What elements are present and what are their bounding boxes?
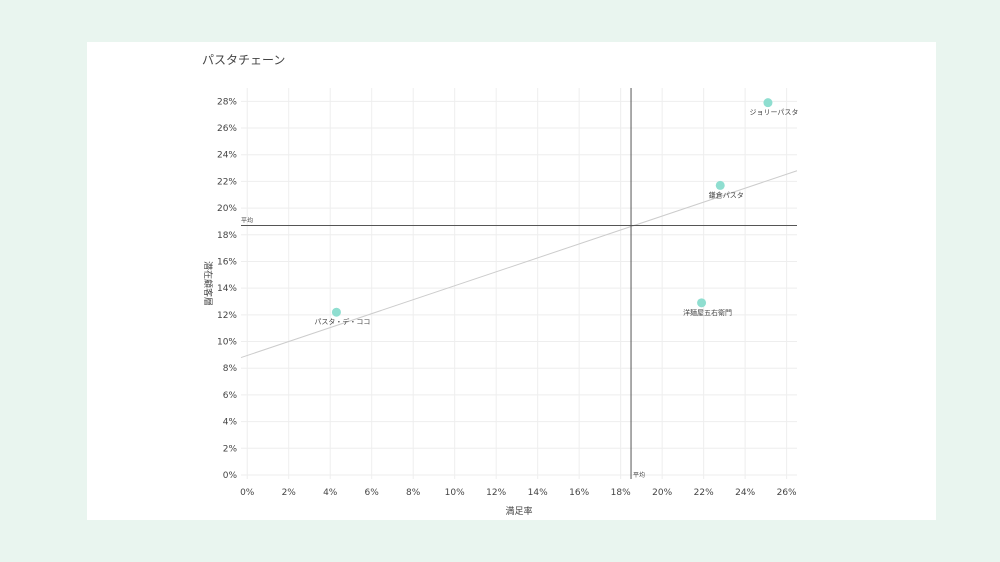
y-tick-label: 8%: [223, 364, 238, 374]
x-tick-label: 24%: [735, 488, 755, 498]
y-axis-label: 潜在顧客層: [202, 261, 214, 306]
average-horizontal-label: 平均: [241, 216, 253, 224]
y-tick-label: 4%: [223, 418, 238, 428]
y-tick-label: 6%: [223, 391, 238, 401]
data-point-label: パスタ・デ・ココ: [314, 317, 370, 326]
y-tick-labels: 0% 2% 4% 6% 8% 10% 12% 14% 16% 18% 20% 22% 24% 26% 28%: [217, 97, 237, 481]
x-tick-label: 20%: [652, 488, 672, 498]
x-tick-label: 12%: [486, 488, 506, 498]
y-tick-label: 16%: [217, 257, 237, 267]
y-tick-label: 12%: [217, 311, 237, 321]
y-tick-label: 18%: [217, 231, 237, 241]
x-axis-label: 満足率: [505, 505, 532, 517]
data-point: [763, 98, 773, 108]
scatter-plot: 0% 2% 4% 6% 8% 10% 12% 14% 16% 18% 20% 22% 24% 26% 0%…: [202, 88, 798, 517]
y-tick-label: 20%: [217, 204, 237, 214]
data-point: [697, 298, 707, 308]
y-tick-label: 10%: [217, 338, 237, 348]
y-tick-label: 26%: [217, 124, 237, 134]
trend-line: [240, 170, 798, 359]
x-tick-label: 18%: [611, 488, 631, 498]
y-tick-label: 14%: [217, 284, 237, 294]
y-tick-label: 2%: [223, 444, 238, 454]
x-tick-label: 2%: [282, 488, 297, 498]
y-tick-label: 28%: [217, 97, 237, 107]
x-tick-labels: 0% 2% 4% 6% 8% 10% 12% 14% 16% 18% 20% 22% 24% 26%: [240, 488, 797, 498]
chart-card: パスタチェーン 0% 2% 4% 6% 8% 10% 12% 14% 16% 18% 20% 22% 2…: [87, 42, 936, 520]
x-tick-label: 22%: [694, 488, 714, 498]
data-point-label: 鎌倉パスタ: [709, 190, 744, 199]
y-tick-label: 0%: [223, 471, 238, 481]
y-tick-label: 24%: [217, 151, 237, 161]
x-tick-label: 6%: [365, 488, 380, 498]
x-tick-label: 0%: [240, 488, 255, 498]
x-tick-label: 4%: [323, 488, 338, 498]
data-point: [331, 307, 341, 317]
average-vertical-label: 平均: [633, 471, 645, 479]
x-tick-label: 16%: [569, 488, 589, 498]
data-point-label: ジョリーパスタ: [749, 108, 798, 117]
data-point: [715, 180, 725, 190]
grid-lines: [241, 88, 797, 479]
y-tick-label: 22%: [217, 177, 237, 187]
x-tick-label: 10%: [445, 488, 465, 498]
x-tick-label: 8%: [406, 488, 421, 498]
x-tick-label: 14%: [528, 488, 548, 498]
x-tick-label: 26%: [777, 488, 797, 498]
chart-title: パスタチェーン: [202, 53, 286, 67]
data-point-label: 洋麺屋五右衛門: [683, 308, 732, 317]
